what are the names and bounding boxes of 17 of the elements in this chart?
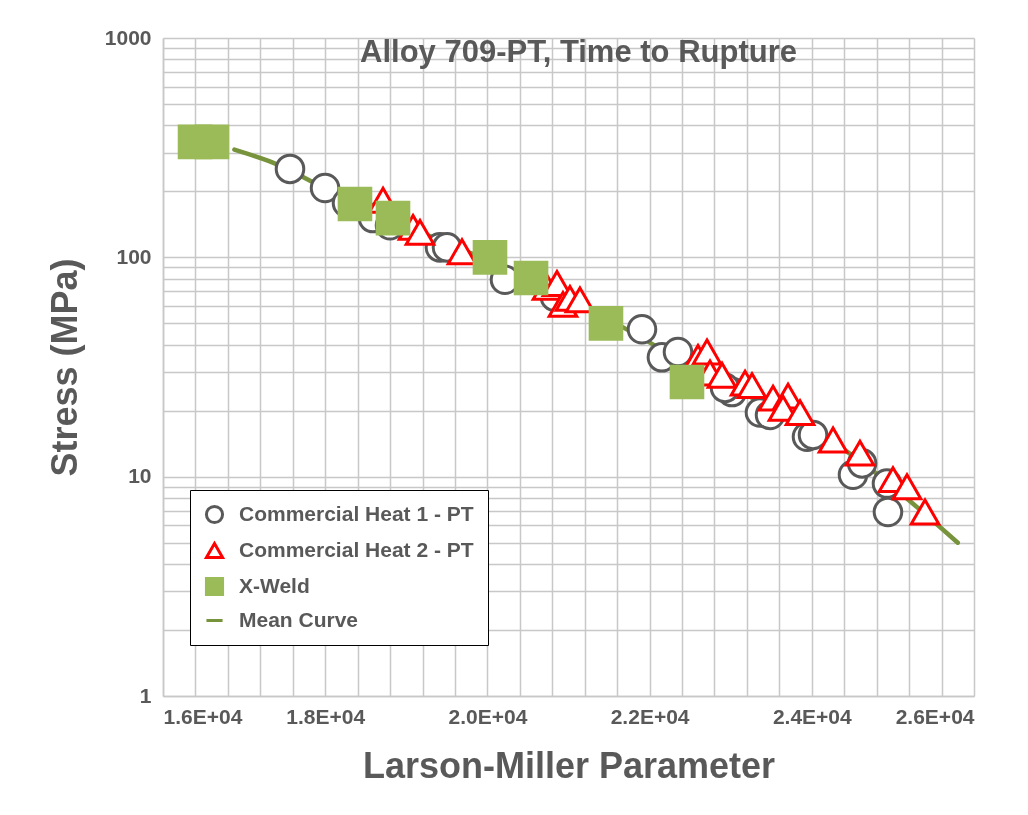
x-tick-label: 2.2E+04	[610, 704, 690, 728]
legend-label: X-Weld	[239, 573, 310, 597]
x-tick-label: 1.6E+04	[163, 704, 243, 728]
y-tick-label: 1	[139, 683, 152, 707]
x-tick-label: 2.0E+04	[448, 704, 528, 728]
y-tick-label: 10	[128, 464, 152, 488]
legend-label: Commercial Heat 1 - PT	[239, 501, 474, 525]
y-tick-label: 1000	[104, 25, 152, 49]
x-tick-label: 2.6E+04	[895, 704, 975, 728]
x-tick-label: 1.8E+04	[286, 704, 366, 728]
x-tick-label: 2.4E+04	[772, 704, 853, 728]
legend-label: Mean Curve	[239, 607, 359, 631]
legend-label: Commercial Heat 2 - PT	[239, 537, 474, 561]
y-tick-label: 100	[116, 244, 152, 268]
y-axis-title: Stress (MPa)	[43, 258, 85, 477]
chart-title: Alloy 709-PT, Time to Rupture	[360, 34, 797, 69]
x-axis-title: Larson-Miller Parameter	[362, 744, 776, 786]
